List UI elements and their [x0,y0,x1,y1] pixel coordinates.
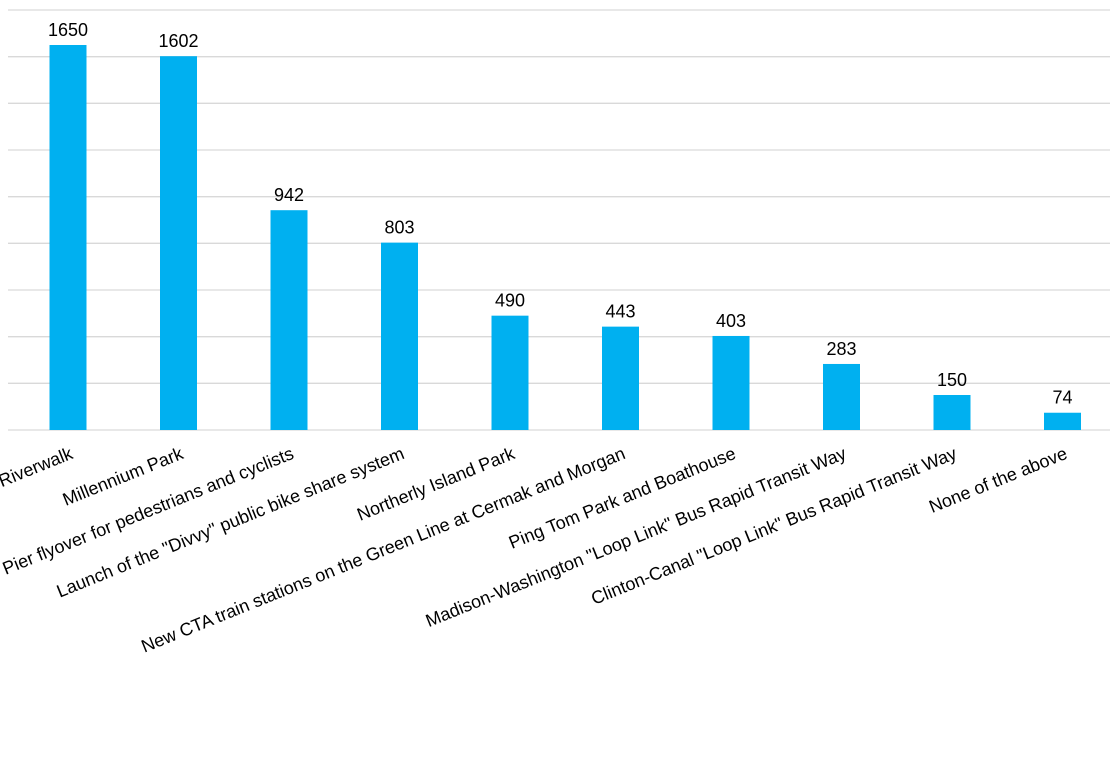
bar [491,315,529,430]
data-label: 403 [716,311,746,331]
data-label: 150 [937,370,967,390]
bar [712,335,750,430]
bar [1044,412,1081,430]
bar [270,210,308,430]
data-label: 490 [495,291,525,311]
bar [49,45,87,430]
data-label: 1650 [48,20,88,40]
bar [160,56,197,430]
bar [381,242,418,430]
bar [823,363,860,430]
data-label: 443 [605,302,635,322]
data-label: 1602 [158,31,198,51]
data-label: 942 [274,185,304,205]
data-label: 803 [384,218,414,238]
data-label: 283 [826,339,856,359]
bar [602,326,639,430]
data-label: 74 [1052,388,1072,408]
bar [933,395,971,430]
data-labels: 1650 1602 942 803 490 443 403 283 150 74 [48,20,1073,408]
bars [49,45,1081,430]
